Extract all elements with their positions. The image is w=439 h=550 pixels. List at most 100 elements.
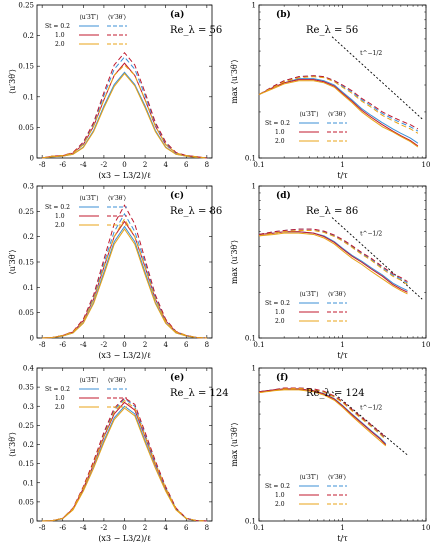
y-tick-label: 0.15 — [18, 259, 34, 267]
x-tick-label: 1 — [340, 161, 344, 169]
y-tick-label: 0.1 — [23, 479, 34, 487]
series-line-6 — [258, 76, 419, 134]
panel-label: (c) — [170, 190, 184, 201]
y-tick-label: 0.15 — [18, 460, 34, 468]
x-tick-label: 8 — [205, 524, 209, 532]
legend-entry: 2.0 — [55, 222, 65, 229]
legend: ⟨u′3T′⟩ ⟨v′3θ′⟩ St = 0.2 1.0 2.0 — [45, 14, 127, 48]
panel-label: (b) — [276, 9, 291, 20]
reference-slope-line — [331, 36, 423, 120]
y-tick-label: 0.05 — [18, 124, 34, 132]
legend: ⟨u′3T′⟩ ⟨v′3θ′⟩ St = 0.2 1.0 2.0 — [265, 111, 347, 145]
series-line-1 — [42, 225, 207, 339]
legend: ⟨u′3T′⟩ ⟨v′3θ′⟩ St = 0.2 1.0 2.0 — [45, 377, 127, 411]
series-line-6 — [258, 387, 387, 441]
legend-header: ⟨u′3T′⟩ — [299, 111, 318, 118]
x-tick-label: -2 — [100, 524, 107, 532]
panel-c: -8 -6 -4 -2 0 2 4 6 8 0 0.05 0.1 0.15 0.2 0.25 0.3 (x3 −… — [8, 183, 222, 361]
y-tick-label: 1 — [252, 2, 256, 10]
reynolds-annotation: Re_λ = 86 — [306, 206, 358, 217]
x-tick-label: -8 — [39, 524, 46, 532]
legend-entry: St = 0.2 — [45, 23, 70, 30]
legend-header: ⟨u′3T′⟩ — [79, 195, 98, 202]
series-line-5 — [42, 204, 207, 339]
legend-header: ⟨v′3θ′⟩ — [108, 195, 126, 202]
series-line-2 — [42, 220, 207, 339]
x-tick-label: -6 — [59, 524, 66, 532]
x-tick-label: -6 — [59, 341, 66, 349]
x-tick-label: 2 — [143, 524, 147, 532]
y-tick-label: 0.2 — [23, 441, 34, 449]
x-tick-label: 4 — [163, 341, 168, 349]
legend-entry: 2.0 — [275, 318, 285, 325]
legend-header: ⟨v′3θ′⟩ — [328, 474, 346, 481]
x-tick-label: 0.1 — [253, 161, 264, 169]
series-line-1 — [258, 231, 408, 292]
panel-label: (a) — [170, 9, 184, 20]
y-tick-label: 0.1 — [245, 518, 256, 526]
legend: ⟨u′3T′⟩ ⟨v′3θ′⟩ St = 0.2 1.0 2.0 — [265, 291, 347, 325]
legend-header: ⟨u′3T′⟩ — [299, 474, 318, 481]
y-tick-label: 0.25 — [18, 422, 34, 430]
y-tick-label: 0.15 — [18, 63, 34, 71]
series-line-2 — [42, 401, 207, 522]
x-tick-label: 0 — [122, 161, 126, 169]
y-tick-label: 0.2 — [23, 233, 34, 241]
x-tick-label: 8 — [205, 161, 209, 169]
slope-label: t^−1/2 — [360, 405, 382, 412]
series-line-5 — [42, 397, 207, 522]
legend-entry: 1.0 — [275, 492, 285, 499]
x-tick-label: -2 — [100, 341, 107, 349]
legend-entry: St = 0.2 — [45, 204, 70, 211]
y-tick-label: 0 — [30, 335, 34, 343]
x-tick-label: 1 — [340, 524, 344, 532]
series-line-2 — [258, 231, 408, 293]
panel-label: (e) — [170, 372, 184, 383]
y-tick-label: 0.25 — [18, 208, 34, 216]
y-tick-label: 0.1 — [23, 284, 34, 292]
series-line-3 — [42, 407, 207, 522]
legend-entry: St = 0.2 — [265, 120, 290, 127]
series-line-2 — [258, 79, 419, 147]
series-line-2 — [42, 62, 207, 159]
x-tick-label: 2 — [143, 161, 147, 169]
legend-entry: St = 0.2 — [265, 483, 290, 490]
panel-e: -8 -6 -4 -2 0 2 4 6 8 0 0.05 0.1 0.15 0.2 0.25 0.3 0.35 0… — [8, 365, 229, 544]
x-tick-label: -8 — [39, 341, 46, 349]
reynolds-annotation: Re_λ = 124 — [306, 388, 365, 399]
panel-d: 0.1 1 10 0.1 1 t/τ max ⟨u′3θ′⟩ (d) Re_λ = 86 t^−1… — [230, 183, 430, 361]
legend-entry: St = 0.2 — [45, 386, 70, 393]
x-tick-label: 4 — [163, 524, 168, 532]
panel-a: -8 -6 -4 -2 0 2 4 6 8 0 0.05 0.1 0.15 0.2 0.25 (x3 − L3… — [8, 2, 222, 181]
series-line-6 — [42, 64, 207, 159]
legend-entry: 1.0 — [55, 32, 65, 39]
x-tick-label: 0.1 — [253, 341, 264, 349]
panel-f: 0.1 1 10 0.1 1 t/τ max ⟨u′3θ′⟩ (f) Re_λ = 124 t^−… — [230, 365, 430, 544]
y-tick-label: 0.1 — [245, 155, 256, 163]
x-tick-label: 0 — [122, 524, 126, 532]
reynolds-annotation: Re_λ = 86 — [170, 206, 222, 217]
series-line-1 — [42, 405, 207, 522]
x-axis-label: t/τ — [337, 171, 348, 180]
y-tick-label: 0.35 — [18, 384, 34, 392]
series-line-1 — [42, 71, 207, 159]
series-line-4 — [42, 397, 207, 522]
series-line-6 — [258, 229, 408, 285]
legend-entry: 1.0 — [275, 129, 285, 136]
x-axis-label: (x3 − L3/2)/ℓ — [98, 534, 151, 543]
y-tick-label: 0.1 — [245, 335, 256, 343]
legend-header: ⟨v′3θ′⟩ — [108, 14, 126, 21]
legend: ⟨u′3T′⟩ ⟨v′3θ′⟩ St = 0.2 1.0 2.0 — [265, 474, 347, 508]
legend-header: ⟨v′3θ′⟩ — [328, 111, 346, 118]
x-tick-label: 0.1 — [253, 524, 264, 532]
x-tick-label: 0 — [122, 341, 126, 349]
x-tick-label: -8 — [39, 161, 46, 169]
y-axis-label: max ⟨u′3θ′⟩ — [230, 59, 239, 103]
x-tick-label: 2 — [143, 341, 147, 349]
series-line-3 — [42, 72, 207, 159]
legend-header: ⟨u′3T′⟩ — [79, 377, 98, 384]
legend-header: ⟨v′3θ′⟩ — [328, 291, 346, 298]
series-line-3 — [258, 232, 408, 295]
y-axis-label: max ⟨u′3θ′⟩ — [230, 422, 239, 466]
